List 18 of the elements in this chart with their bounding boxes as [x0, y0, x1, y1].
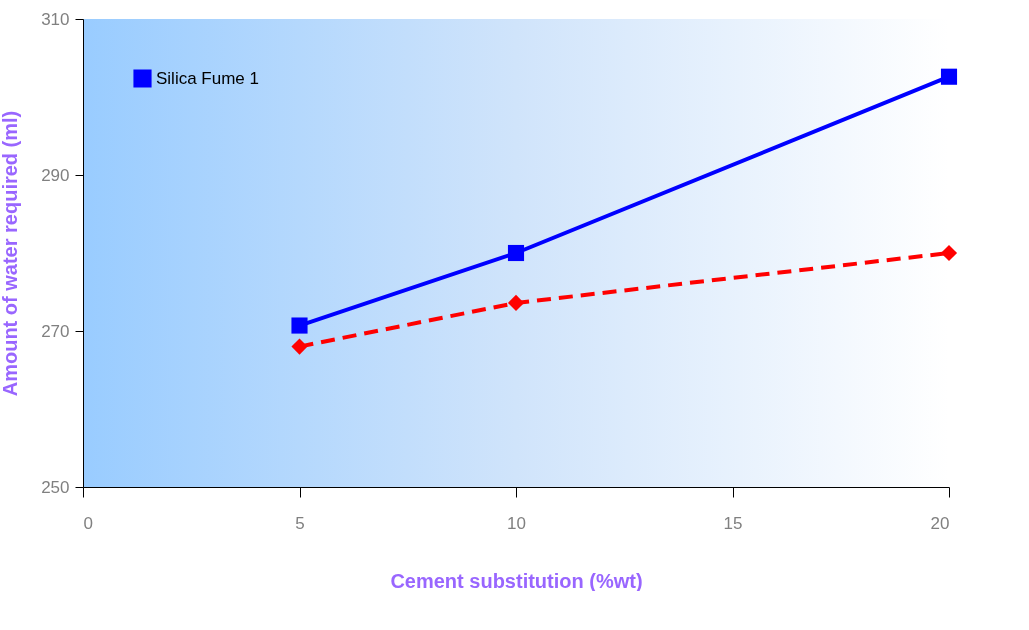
point [940, 244, 958, 262]
x-axis-title: Cement substitution (%wt) [390, 569, 643, 592]
y-tick-label: 290 [41, 165, 70, 185]
x-tick-label: 20 [930, 513, 950, 533]
y-axis-title: Amount of water required (ml) [0, 110, 22, 397]
y-tick-label: 250 [41, 477, 70, 497]
x-tick-label: 0 [83, 513, 93, 533]
y-tick-label: 270 [41, 321, 70, 341]
point [940, 68, 958, 85]
point [291, 338, 308, 355]
point [507, 244, 525, 262]
point [291, 317, 308, 334]
legend-label: Silica Fume 1 [156, 68, 259, 88]
y-tick-label: 310 [41, 9, 70, 29]
point [507, 294, 525, 311]
x-tick-label: 10 [507, 513, 526, 533]
x-tick-label: 15 [723, 513, 743, 533]
x-tick-label: 5 [295, 513, 305, 533]
